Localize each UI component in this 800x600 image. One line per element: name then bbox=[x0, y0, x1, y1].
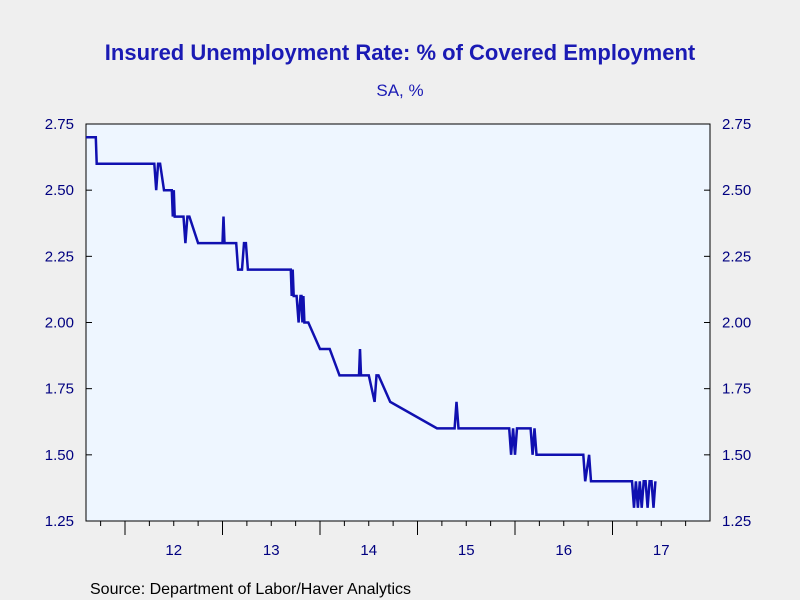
plot-area bbox=[85, 123, 711, 522]
y-tick-label-left: 1.50 bbox=[45, 447, 74, 464]
x-tick-label: 17 bbox=[653, 542, 670, 559]
y-tick-label-right: 2.50 bbox=[722, 182, 751, 199]
y-axis-left: 2.75 2.50 2.25 2.00 1.75 1.50 1.25 bbox=[45, 116, 92, 530]
y-tick-label-left: 1.75 bbox=[45, 381, 74, 398]
y-axis-right: 2.75 2.50 2.25 2.00 1.75 1.50 1.25 bbox=[704, 116, 751, 530]
x-tick-label: 13 bbox=[263, 542, 280, 559]
x-tick-label: 15 bbox=[458, 542, 475, 559]
x-tick-label: 12 bbox=[165, 542, 182, 559]
y-tick-label-left: 2.75 bbox=[45, 116, 74, 133]
chart-title: Insured Unemployment Rate: % of Covered … bbox=[105, 40, 696, 65]
x-tick-label: 16 bbox=[555, 542, 572, 559]
y-tick-label-left: 2.50 bbox=[45, 182, 74, 199]
y-tick-label-right: 2.75 bbox=[722, 116, 751, 133]
y-tick-label-right: 2.00 bbox=[722, 315, 751, 332]
y-tick-label-right: 1.50 bbox=[722, 447, 751, 464]
source-note: Source: Department of Labor/Haver Analyt… bbox=[90, 581, 411, 598]
y-tick-label-right: 2.25 bbox=[722, 248, 751, 265]
x-tick-label: 14 bbox=[360, 542, 377, 559]
y-tick-label-right: 1.25 bbox=[722, 513, 751, 530]
chart-subtitle: SA, % bbox=[376, 81, 423, 100]
x-axis: 12 13 14 15 16 17 bbox=[100, 521, 687, 559]
y-tick-label-right: 1.75 bbox=[722, 381, 751, 398]
y-tick-label-left: 2.00 bbox=[45, 315, 74, 332]
y-tick-label-left: 2.25 bbox=[45, 248, 74, 265]
series-line bbox=[86, 135, 657, 508]
y-tick-label-left: 1.25 bbox=[45, 513, 74, 530]
